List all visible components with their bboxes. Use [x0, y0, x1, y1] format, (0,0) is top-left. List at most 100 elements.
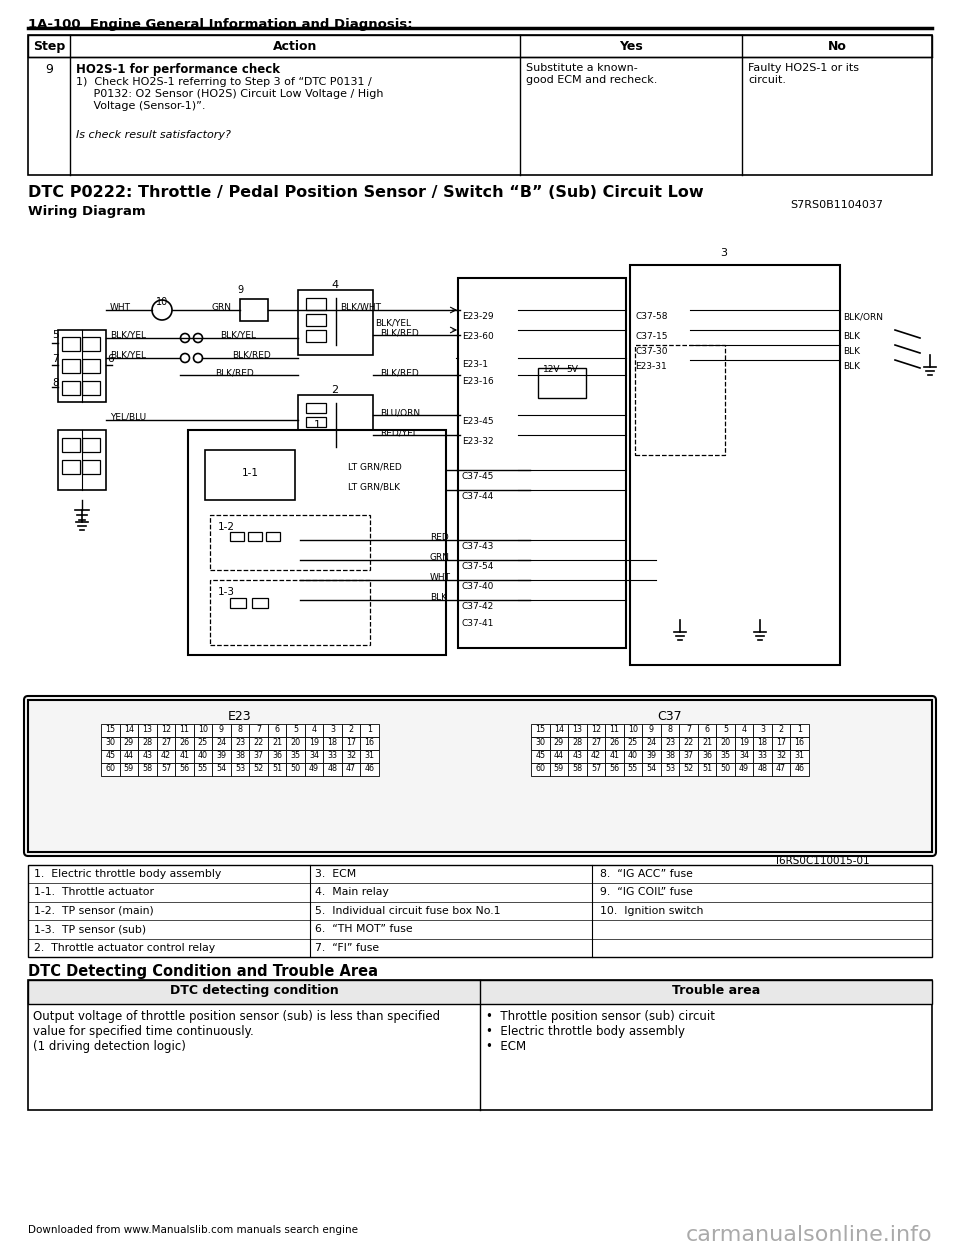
Text: BLK: BLK: [843, 332, 860, 342]
Text: 37: 37: [253, 751, 264, 760]
Bar: [248, 532, 262, 542]
Text: 4: 4: [311, 725, 317, 734]
Text: C37-43: C37-43: [462, 542, 494, 551]
Text: 11: 11: [610, 725, 619, 734]
Bar: [138, 750, 156, 763]
Bar: [212, 724, 230, 737]
Text: 24: 24: [646, 738, 657, 746]
Text: 20: 20: [291, 738, 300, 746]
Text: 54: 54: [216, 764, 227, 773]
Text: BLK: BLK: [430, 592, 447, 602]
Text: 1-1: 1-1: [242, 468, 258, 478]
Text: 48: 48: [757, 764, 767, 773]
Bar: [360, 750, 379, 763]
Text: 5.  Individual circuit fuse box No.1: 5. Individual circuit fuse box No.1: [315, 905, 500, 915]
Text: 21: 21: [272, 738, 282, 746]
Bar: [156, 750, 176, 763]
Bar: [360, 763, 379, 776]
Text: 14: 14: [124, 725, 134, 734]
Bar: [62, 359, 80, 373]
Text: WHT: WHT: [110, 303, 131, 312]
Bar: [212, 763, 230, 776]
Text: 59: 59: [124, 764, 134, 773]
Text: 11: 11: [180, 725, 189, 734]
Bar: [772, 763, 790, 776]
Bar: [304, 763, 324, 776]
Bar: [568, 724, 587, 737]
Text: 45: 45: [536, 751, 545, 760]
Text: 42: 42: [591, 751, 601, 760]
Text: 50: 50: [720, 764, 731, 773]
Text: 35: 35: [291, 751, 300, 760]
Bar: [605, 763, 624, 776]
Text: 19: 19: [739, 738, 749, 746]
Bar: [772, 737, 790, 750]
Bar: [205, 450, 295, 501]
Bar: [306, 431, 326, 441]
Text: 44: 44: [554, 751, 564, 760]
Bar: [82, 438, 100, 452]
Bar: [62, 337, 80, 351]
Bar: [268, 737, 286, 750]
Text: 48: 48: [327, 764, 338, 773]
Bar: [212, 750, 230, 763]
Bar: [772, 724, 790, 737]
Text: BLU/ORN: BLU/ORN: [380, 409, 420, 417]
Text: 12: 12: [161, 725, 171, 734]
Bar: [230, 532, 244, 542]
Text: 5: 5: [723, 725, 728, 734]
Bar: [286, 763, 304, 776]
Text: 27: 27: [590, 738, 601, 746]
Bar: [642, 737, 660, 750]
Text: 6.  “TH MOT” fuse: 6. “TH MOT” fuse: [315, 924, 413, 934]
Text: C37-30: C37-30: [635, 347, 667, 356]
Bar: [642, 724, 660, 737]
Text: 18: 18: [327, 738, 338, 746]
Text: RED/YEL: RED/YEL: [380, 428, 418, 437]
Text: 55: 55: [198, 764, 208, 773]
Text: 36: 36: [272, 751, 282, 760]
Text: 38: 38: [665, 751, 675, 760]
Bar: [306, 314, 326, 325]
Text: 59: 59: [554, 764, 564, 773]
Text: WHT: WHT: [430, 573, 451, 582]
Text: 15: 15: [106, 725, 115, 734]
Text: 43: 43: [142, 751, 153, 760]
Bar: [587, 724, 605, 737]
Text: No: No: [828, 40, 847, 53]
Bar: [286, 737, 304, 750]
Text: 55: 55: [628, 764, 638, 773]
Text: Is check result satisfactory?: Is check result satisfactory?: [76, 130, 230, 140]
Text: C37-58: C37-58: [635, 312, 667, 320]
Text: 3: 3: [330, 725, 335, 734]
Bar: [716, 724, 734, 737]
Bar: [550, 724, 568, 737]
Text: 46: 46: [795, 764, 804, 773]
Bar: [58, 430, 106, 491]
Text: 8: 8: [52, 378, 59, 388]
Bar: [194, 737, 212, 750]
Text: 52: 52: [684, 764, 694, 773]
Text: 21: 21: [702, 738, 712, 746]
Text: 53: 53: [665, 764, 675, 773]
Bar: [28, 35, 932, 57]
Text: 57: 57: [161, 764, 171, 773]
Text: 51: 51: [272, 764, 282, 773]
Bar: [531, 750, 550, 763]
Text: 22: 22: [253, 738, 264, 746]
Text: BLK/WHT: BLK/WHT: [340, 303, 381, 312]
Text: 4: 4: [741, 725, 747, 734]
Bar: [624, 763, 642, 776]
Bar: [680, 724, 698, 737]
Text: 26: 26: [610, 738, 619, 746]
Text: 53: 53: [235, 764, 245, 773]
Bar: [605, 737, 624, 750]
Bar: [28, 864, 932, 958]
Bar: [82, 359, 100, 373]
Text: E23-31: E23-31: [635, 361, 667, 371]
Text: 4.  Main relay: 4. Main relay: [315, 887, 389, 898]
Bar: [734, 724, 754, 737]
Bar: [250, 737, 268, 750]
Bar: [538, 368, 586, 397]
Text: 31: 31: [795, 751, 804, 760]
